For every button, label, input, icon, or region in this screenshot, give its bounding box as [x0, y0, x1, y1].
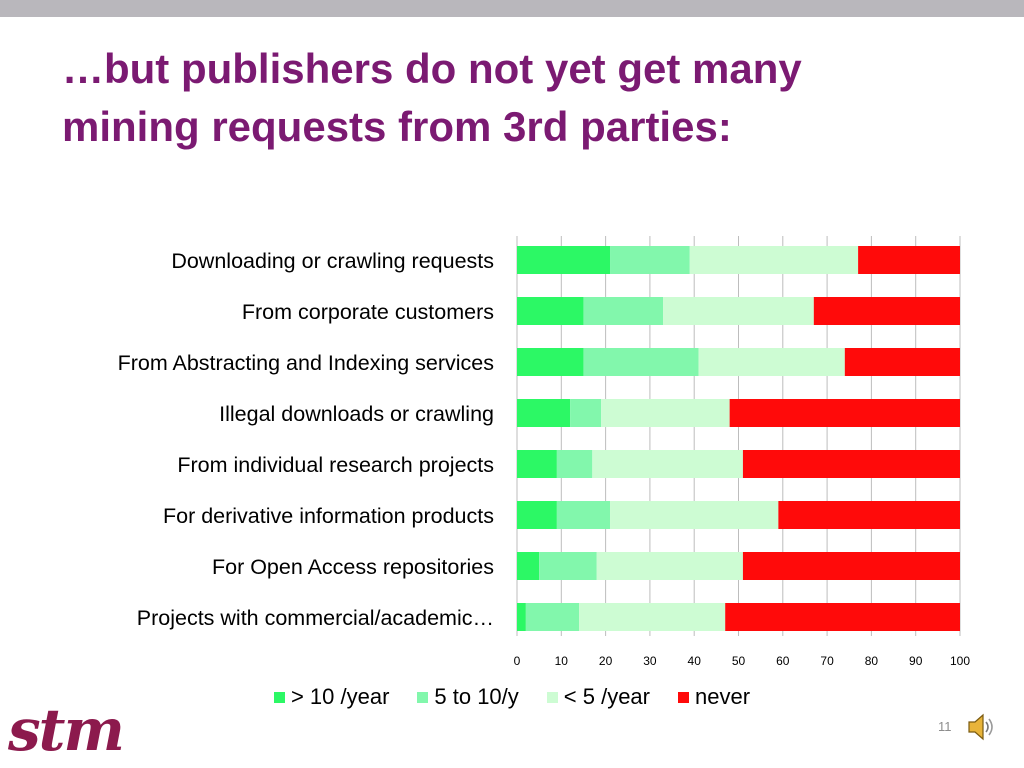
bar-segment-7-2: [579, 603, 726, 631]
bar-segment-0-3: [858, 246, 960, 274]
bar-segment-1-1: [583, 297, 664, 325]
bar-segment-1-2: [663, 297, 814, 325]
category-label-5: For derivative information products: [163, 504, 494, 528]
bar-segment-6-3: [742, 552, 960, 580]
bar-segment-3-1: [570, 399, 602, 427]
x-tick-label-2: 20: [599, 654, 613, 668]
x-tick-label-7: 70: [820, 654, 834, 668]
speaker-icon[interactable]: [964, 710, 998, 744]
bar-segment-0-1: [610, 246, 690, 274]
legend-label-1: 5 to 10/y: [434, 684, 519, 709]
bar-segment-1-3: [813, 297, 960, 325]
x-tick-label-1: 10: [555, 654, 569, 668]
x-tick-label-8: 80: [865, 654, 879, 668]
category-label-6: For Open Access repositories: [212, 555, 494, 579]
chart-legend: > 10 /year 5 to 10/y < 5 /year never: [0, 683, 1024, 711]
bar-segment-6-0: [517, 552, 540, 580]
x-tick-label-6: 60: [776, 654, 790, 668]
bar-segment-4-1: [556, 450, 593, 478]
x-tick-label-10: 100: [950, 654, 970, 668]
legend-item-1: 5 to 10/y: [417, 684, 519, 710]
legend-swatch-2: [546, 691, 558, 703]
category-label-0: Downloading or crawling requests: [171, 249, 494, 273]
slide-title-line-1: …but publishers do not yet get many: [62, 45, 802, 92]
page-number: 11: [938, 719, 952, 734]
bar-segment-1-0: [517, 297, 584, 325]
bar-segment-5-2: [610, 501, 779, 529]
bar-segment-2-1: [583, 348, 699, 376]
legend-item-2: < 5 /year: [546, 684, 650, 710]
legend-label-0: > 10 /year: [290, 684, 390, 709]
bar-segment-2-3: [844, 348, 960, 376]
bar-segment-0-0: [517, 246, 611, 274]
category-label-4: From individual research projects: [177, 453, 494, 477]
bar-segment-5-3: [778, 501, 960, 529]
legend-label-3: never: [695, 684, 751, 709]
slide-title-line-2: mining requests from 3rd parties:: [62, 103, 732, 150]
bar-segment-4-0: [517, 450, 557, 478]
bar-segment-3-3: [729, 399, 960, 427]
category-label-3: Illegal downloads or crawling: [219, 402, 494, 426]
bar-segment-7-1: [525, 603, 580, 631]
category-label-1: From corporate customers: [242, 300, 494, 324]
bar-segment-0-2: [689, 246, 859, 274]
bar-segment-4-2: [592, 450, 743, 478]
x-tick-label-4: 40: [688, 654, 702, 668]
bar-segment-6-1: [539, 552, 597, 580]
x-tick-label-3: 30: [643, 654, 657, 668]
legend-swatch-1: [417, 691, 429, 703]
x-tick-label-0: 0: [514, 654, 521, 668]
bar-segment-2-0: [517, 348, 584, 376]
legend-item-3: never: [678, 684, 750, 710]
category-label-2: From Abstracting and Indexing services: [118, 351, 494, 375]
bar-segment-2-2: [698, 348, 845, 376]
legend-swatch-0: [273, 691, 285, 703]
bar-segment-5-1: [556, 501, 611, 529]
bar-segment-5-0: [517, 501, 557, 529]
legend-item-0: > 10 /year: [273, 684, 390, 710]
category-label-7: Projects with commercial/academic…: [137, 606, 494, 630]
slide-title: …but publishers do not yet get many mini…: [62, 40, 1002, 156]
bar-segment-3-0: [517, 399, 571, 427]
stm-logo: stm: [8, 696, 125, 764]
bar-segment-6-2: [596, 552, 743, 580]
x-tick-label-9: 90: [909, 654, 923, 668]
bar-segment-3-2: [601, 399, 730, 427]
legend-swatch-3: [678, 691, 689, 703]
bar-segment-4-3: [742, 450, 960, 478]
top-band: [0, 0, 1024, 17]
x-tick-label-5: 50: [732, 654, 746, 668]
legend-label-2: < 5 /year: [563, 684, 650, 709]
bar-segment-7-3: [725, 603, 960, 631]
bar-segment-7-0: [517, 603, 526, 631]
